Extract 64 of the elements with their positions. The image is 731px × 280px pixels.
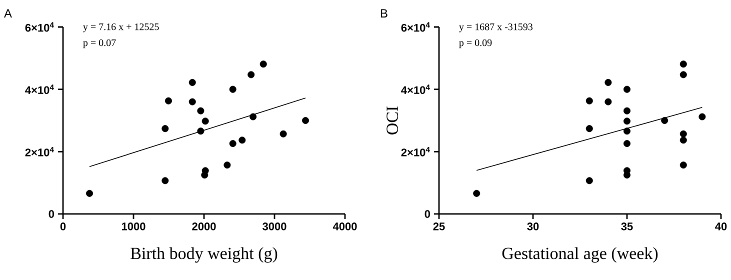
point	[604, 78, 612, 86]
point	[280, 130, 287, 138]
point	[698, 113, 706, 120]
point	[250, 113, 257, 120]
annotation: p = 0.07	[83, 39, 116, 48]
point	[197, 128, 204, 135]
x-tick-label: 4000	[332, 222, 357, 230]
y-axis-title: OCI	[386, 106, 398, 134]
point	[680, 71, 687, 78]
point	[586, 177, 593, 184]
point	[86, 190, 94, 197]
point	[623, 118, 630, 125]
point	[164, 97, 172, 104]
y-tick-label: 6×10$^{4}$	[401, 22, 430, 32]
point	[680, 60, 687, 68]
point	[202, 118, 209, 125]
point	[586, 97, 593, 104]
point	[680, 136, 687, 144]
point	[623, 172, 630, 179]
y-tick-label: 2×10$^{4}$	[401, 146, 430, 156]
point	[229, 86, 236, 93]
point	[162, 177, 169, 184]
x-tick-label: 1000	[122, 222, 146, 230]
x-tick-label: 40	[715, 222, 727, 230]
point	[201, 172, 208, 179]
y-tick-label: 6×10$^{4}$	[25, 22, 54, 32]
y-tick-label: 0	[424, 210, 430, 218]
point	[623, 107, 630, 114]
point	[680, 130, 687, 138]
x-tick-label: 35	[621, 222, 633, 230]
y-tick-label: 4×10$^{4}$	[401, 84, 430, 94]
x-tick-label: 25	[433, 222, 445, 230]
point	[188, 78, 196, 86]
y-tick-label: 2×10$^{4}$	[25, 146, 54, 156]
point	[302, 116, 310, 124]
point	[623, 86, 630, 93]
x-tick-label: 30	[527, 222, 539, 230]
point	[248, 71, 255, 78]
point	[604, 98, 612, 106]
annotation: p = 0.09	[459, 39, 492, 48]
x-tick-label: 0	[60, 222, 66, 230]
point	[229, 140, 236, 148]
text: B	[380, 9, 388, 18]
y-tick-label: 4×10$^{4}$	[25, 84, 54, 94]
point	[623, 128, 630, 135]
point	[197, 107, 204, 114]
point	[680, 162, 687, 169]
point	[623, 140, 630, 148]
annotation: y = 7.16 x + 12525	[83, 23, 159, 32]
x-axis-title: Gestational age (week)	[502, 247, 658, 263]
text: A	[4, 9, 12, 18]
point	[224, 162, 231, 169]
point	[188, 98, 196, 106]
annotation: y = 1687 x -31593	[459, 23, 533, 32]
point	[661, 116, 668, 124]
x-axis-title: Birth body weight (g)	[130, 247, 278, 263]
point	[238, 136, 246, 144]
point	[162, 125, 169, 132]
point	[473, 190, 480, 197]
x-tick-label: 2000	[192, 222, 216, 230]
point	[586, 125, 593, 132]
y-tick-label: 0	[48, 210, 54, 218]
point	[260, 60, 267, 68]
x-tick-label: 3000	[262, 222, 286, 230]
